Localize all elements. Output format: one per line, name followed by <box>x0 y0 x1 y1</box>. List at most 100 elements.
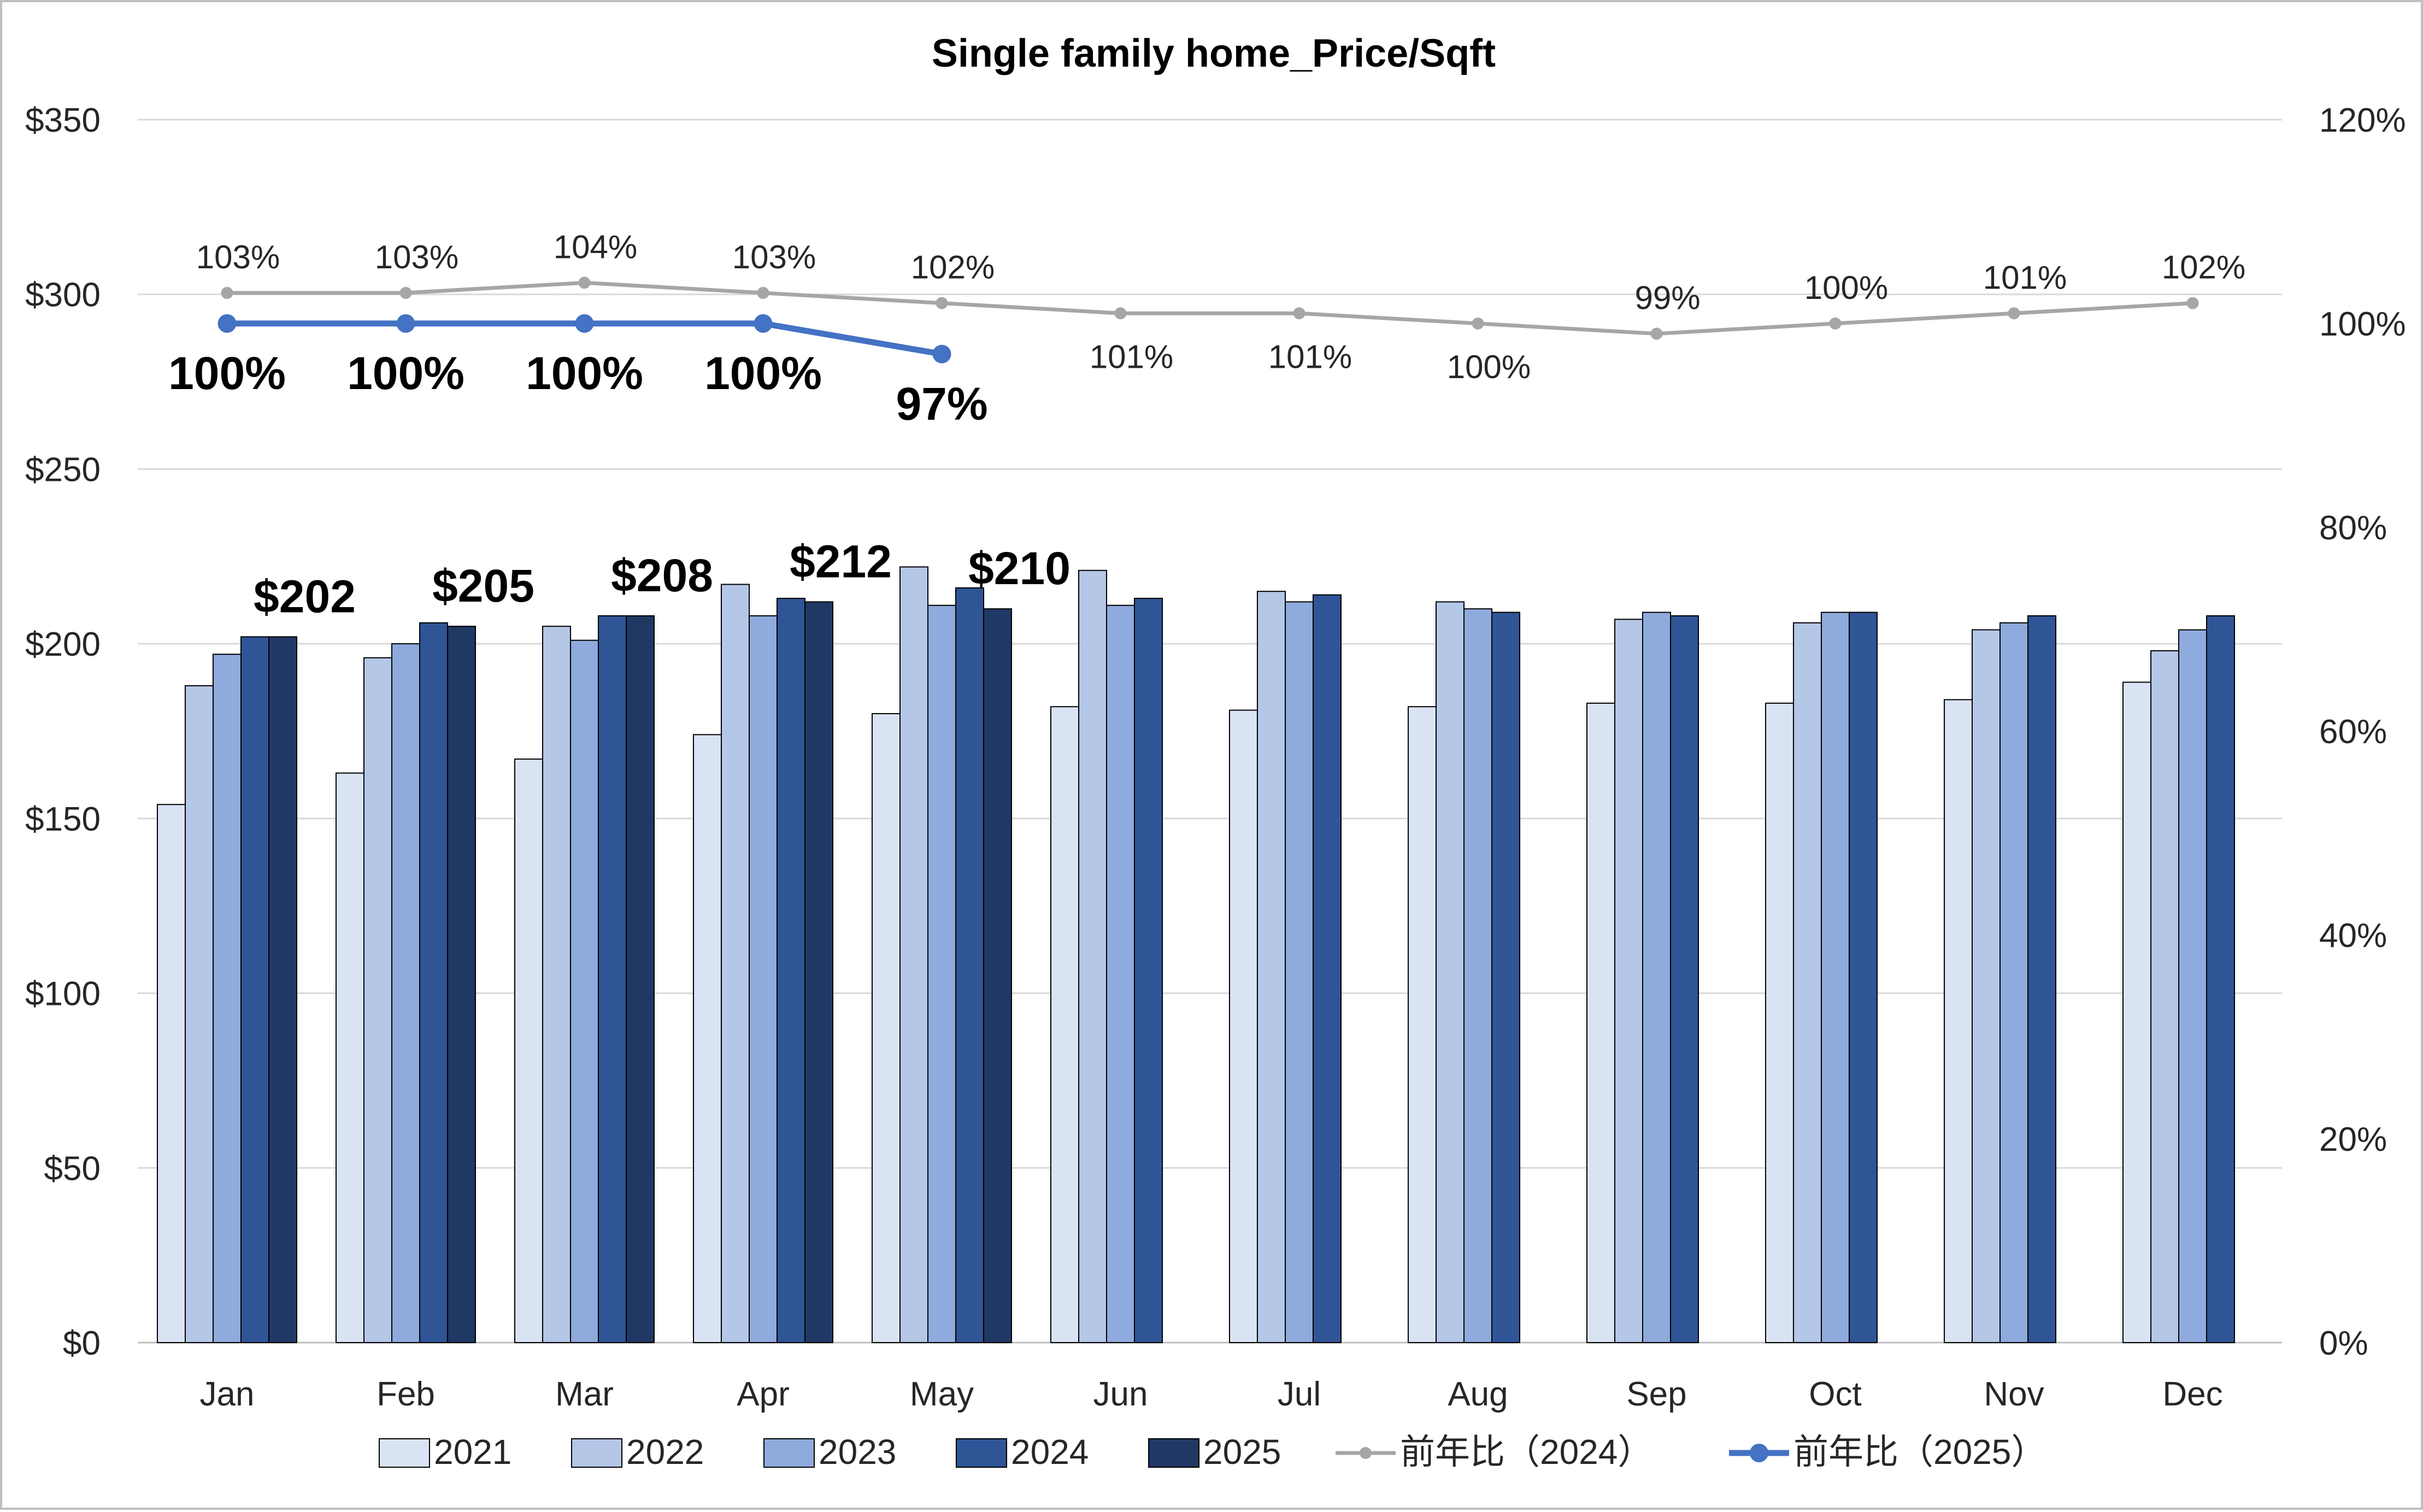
bar-data-label: $208 <box>611 550 713 601</box>
ratio-2025-label: 100% <box>526 348 643 399</box>
bar-2023 <box>213 654 242 1343</box>
ratio-lines <box>217 276 2199 363</box>
ratio-2024-label: 103% <box>375 239 458 275</box>
bar-data-label: $202 <box>254 570 356 622</box>
bar-2024 <box>240 636 269 1343</box>
legend-label: 前年比（2024） <box>1400 1432 1652 1472</box>
x-tick-label: Jun <box>1093 1375 1148 1413</box>
bar-2023 <box>1106 604 1135 1343</box>
bar-2021 <box>2122 681 2151 1343</box>
legend-label: 2024 <box>1011 1432 1089 1472</box>
ratio-2025-label: 100% <box>347 348 464 399</box>
ratio-2024-label: 100% <box>1447 349 1531 385</box>
bar-2021 <box>514 758 543 1343</box>
y-left-tick-label: $50 <box>44 1150 101 1187</box>
y-left-tick-label: $300 <box>25 276 101 314</box>
x-tick-label: Oct <box>1809 1375 1861 1413</box>
bar-2025 <box>983 608 1012 1343</box>
bar-2023 <box>1285 601 1314 1343</box>
bar-2023 <box>570 639 599 1343</box>
line-point-前年比（2024） <box>2186 297 2199 309</box>
bar-2022 <box>721 584 750 1343</box>
chart-title: Single family home_Price/Sqft <box>932 32 1496 75</box>
bar-data-label: $212 <box>790 536 892 587</box>
x-tick-label: Mar <box>555 1375 614 1413</box>
bar-2023 <box>927 604 956 1343</box>
ratio-2024-label: 101% <box>1090 338 1173 375</box>
bar-2022 <box>185 685 214 1343</box>
line-point-前年比（2024） <box>2008 307 2020 320</box>
line-point-前年比（2024） <box>757 287 769 299</box>
bar-2023 <box>1463 608 1492 1343</box>
y-left-tick-label: $250 <box>25 451 101 489</box>
bar-2021 <box>157 804 186 1343</box>
x-tick-label: Jan <box>200 1375 255 1413</box>
bar-2021 <box>872 713 901 1343</box>
bar-data-label: $210 <box>968 543 1071 594</box>
bar-2021 <box>1229 709 1258 1343</box>
bar-2023 <box>1642 611 1671 1343</box>
bar-2021 <box>1586 702 1615 1343</box>
bar-2022 <box>1614 619 1643 1343</box>
x-tick-label: Jul <box>1278 1375 1321 1413</box>
bar-2024 <box>2027 615 2056 1343</box>
axes: $0 $50 $100 $150 $200 $250 $300 $350 0% 20% 40% 60%… <box>25 102 2406 1413</box>
bar-2024 <box>2206 615 2235 1343</box>
line-point-前年比（2024） <box>1829 317 1842 330</box>
y-right-tick-label: 60% <box>2319 713 2387 751</box>
bar-series <box>157 566 2235 1343</box>
y-left-tick-label: $150 <box>25 801 101 838</box>
legend-swatch-2023 <box>763 1438 815 1468</box>
bar-2024 <box>598 615 627 1343</box>
y-left-tick-label: $0 <box>63 1325 101 1362</box>
legend-marker <box>1750 1444 1768 1462</box>
ratio-2025-label: 100% <box>168 348 286 399</box>
x-tick-label: Sep <box>1626 1375 1686 1413</box>
legend-label: 2022 <box>626 1432 704 1472</box>
bar-2024 <box>1134 598 1163 1343</box>
bar-2024 <box>1849 611 1878 1343</box>
bar-2023 <box>749 615 778 1343</box>
legend-swatch-2021 <box>379 1438 430 1468</box>
bar-2022 <box>542 626 571 1343</box>
bar-2024 <box>955 587 984 1343</box>
bar-2025 <box>447 626 476 1343</box>
y-right-tick-label: 120% <box>2319 102 2406 139</box>
ratio-2024-label: 102% <box>2162 249 2245 286</box>
line-point-前年比（2024） <box>1114 307 1127 320</box>
y-right-tick-label: 100% <box>2319 305 2406 343</box>
x-tick-label: Aug <box>1448 1375 1508 1413</box>
legend-label: 前年比（2025） <box>1793 1432 2046 1472</box>
bar-2023 <box>2178 629 2207 1343</box>
bar-2021 <box>1765 702 1794 1343</box>
x-tick-label: Feb <box>377 1375 435 1413</box>
y-right-tick-label: 40% <box>2319 917 2387 955</box>
y-left-tick-label: $200 <box>25 626 101 663</box>
x-tick-label: Nov <box>1984 1375 2044 1413</box>
bar-2021 <box>1944 699 1973 1343</box>
ratio-2024-label: 100% <box>1804 269 1888 306</box>
ratio-2024-label: 102% <box>911 249 995 286</box>
line-point-前年比（2025） <box>575 314 594 333</box>
bar-2024 <box>777 598 805 1343</box>
bar-2022 <box>363 657 392 1343</box>
legend-label: 2025 <box>1203 1432 1281 1472</box>
bar-2021 <box>1408 706 1437 1343</box>
y-right-tick-label: 0% <box>2319 1325 2368 1362</box>
bar-2021 <box>693 734 722 1343</box>
bar-2024 <box>1491 611 1520 1343</box>
ratio-2024-label: 101% <box>1983 259 2067 296</box>
line-point-前年比（2025） <box>932 344 951 363</box>
ratio-2025-label: 100% <box>704 348 822 399</box>
line-point-前年比（2025） <box>754 314 773 333</box>
bar-2022 <box>2150 650 2179 1343</box>
legend-label: 2023 <box>819 1432 896 1472</box>
x-tick-label: Apr <box>737 1375 789 1413</box>
bar-2022 <box>1972 629 2001 1343</box>
legend-label: 2021 <box>434 1432 511 1472</box>
bar-2023 <box>1999 622 2028 1343</box>
bar-2025 <box>626 615 655 1343</box>
bar-2021 <box>1050 706 1079 1343</box>
legend: 2021 2022 2023 2024 2025 前年比（2024） 前年比（2025） <box>379 1432 2046 1472</box>
